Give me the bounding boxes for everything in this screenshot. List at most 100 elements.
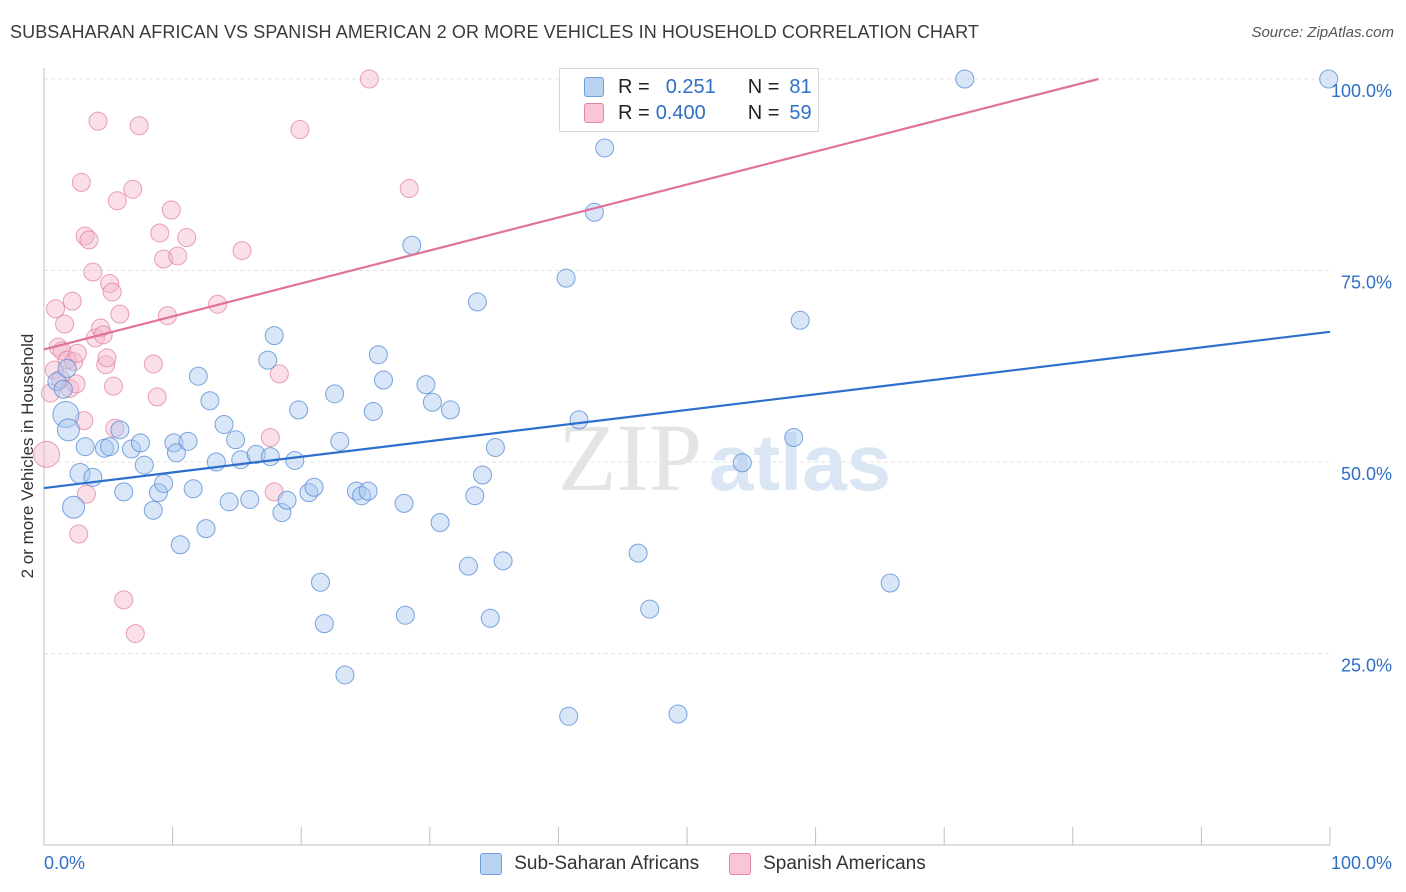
sub-saharan-africans-point — [473, 465, 493, 485]
spanish-americans-point — [269, 364, 289, 384]
spanish-americans-point — [260, 427, 280, 447]
spanish-americans-point — [66, 374, 86, 394]
sub-saharan-africans-point — [75, 437, 95, 457]
sub-saharan-africans-trend-line — [43, 330, 1331, 490]
spanish-americans-point — [71, 172, 91, 192]
spanish-americans-point — [110, 304, 130, 324]
legend-r-value: 0.400 — [655, 101, 706, 124]
sub-saharan-africans-point — [368, 345, 388, 365]
spanish-americans-point — [147, 387, 167, 407]
sub-saharan-africans-point — [325, 384, 345, 404]
sub-saharan-africans-point — [485, 437, 505, 457]
y-tick-label: 25.0% — [1341, 656, 1392, 676]
sub-saharan-africans-point — [170, 535, 190, 555]
spanish-americans-point — [83, 262, 103, 282]
legend-n-value: 81 — [789, 75, 812, 98]
sub-saharan-africans-point — [784, 427, 804, 447]
sub-saharan-africans-point — [285, 450, 305, 470]
sub-saharan-africans-point — [110, 420, 130, 440]
spanish-americans-point — [150, 223, 170, 243]
spanish-americans-point — [177, 228, 197, 248]
legend-r-label: R = — [618, 101, 650, 124]
sub-saharan-africans-point — [57, 359, 77, 379]
sub-saharan-africans-point — [258, 350, 278, 370]
correlation-legend: R = 0.251 N = 81 R = 0.400 N = 59 — [559, 68, 819, 132]
chart-title: SUBSAHARAN AFRICAN VS SPANISH AMERICAN 2… — [10, 22, 979, 42]
spanish-americans-point — [143, 354, 163, 374]
spanish-americans-point — [40, 383, 60, 403]
sub-saharan-africans-point — [880, 573, 900, 593]
spanish-americans-point — [161, 200, 181, 220]
sub-saharan-africans-point — [363, 401, 383, 421]
legend-row-blue: R = 0.251 N = 81 — [584, 74, 812, 100]
sub-saharan-africans-point — [289, 400, 309, 420]
sub-saharan-africans-point — [178, 431, 198, 451]
sub-saharan-africans-point — [214, 414, 234, 434]
spanish-americans-point — [103, 376, 123, 396]
legend-n-value: 59 — [789, 101, 812, 124]
legend-label: Sub-Saharan Africans — [514, 853, 700, 874]
sub-saharan-africans-point — [47, 372, 67, 392]
spanish-americans-points — [33, 69, 419, 644]
sub-saharan-africans-point — [640, 599, 660, 619]
watermark-atlas: atlas — [709, 418, 891, 507]
sub-saharan-africans-point — [304, 477, 324, 497]
sub-saharan-africans-point — [559, 706, 579, 726]
sub-saharan-africans-point — [358, 481, 378, 501]
x-tick-label: 100.0% — [1331, 853, 1392, 873]
sub-saharan-africans-point — [732, 453, 752, 473]
trend-lines — [43, 77, 1331, 490]
axes-layer — [43, 68, 1331, 846]
sub-saharan-africans-point — [595, 138, 615, 158]
spanish-americans-point — [232, 241, 252, 261]
series-legend: Sub-Saharan Africans Spanish Americans — [0, 850, 1406, 878]
spanish-americans-point — [290, 120, 310, 140]
sub-saharan-africans-point — [226, 430, 246, 450]
sub-saharan-africans-point — [556, 268, 576, 288]
sub-saharan-africans-point — [440, 400, 460, 420]
sub-saharan-africans-point — [310, 572, 330, 592]
spanish-americans-point — [57, 350, 77, 370]
spanish-americans-point — [67, 343, 87, 363]
sub-saharan-africans-point — [143, 500, 163, 520]
spanish-americans-point — [76, 484, 96, 504]
sub-saharan-africans-point — [56, 418, 80, 442]
spanish-americans-point — [168, 246, 188, 266]
sub-saharan-africans-point — [114, 482, 134, 502]
sub-saharan-africans-point — [196, 519, 216, 539]
legend-swatch-pink — [584, 103, 604, 123]
spanish-americans-trend-line — [43, 77, 1099, 351]
sub-saharan-africans-point — [200, 391, 220, 411]
sub-saharan-africans-point — [219, 492, 239, 512]
legend-n-label: N = — [747, 101, 780, 124]
spanish-americans-point — [123, 179, 143, 199]
spanish-americans-point — [129, 116, 149, 136]
spanish-americans-point — [102, 282, 122, 302]
sub-saharan-africans-point — [422, 392, 442, 412]
legend-item-sub-saharan-africans: Sub-Saharan Africans — [480, 853, 699, 875]
sub-saharan-africans-point — [480, 608, 500, 628]
sub-saharan-africans-point — [53, 379, 73, 399]
spanish-americans-point — [33, 440, 61, 468]
sub-saharan-africans-point — [183, 479, 203, 499]
legend-item-spanish-americans: Spanish Americans — [729, 853, 926, 875]
spanish-americans-point — [69, 524, 89, 544]
sub-saharan-africans-point — [628, 543, 648, 563]
sub-saharan-africans-point — [569, 410, 589, 430]
spanish-americans-point — [46, 299, 66, 319]
spanish-americans-point — [399, 179, 419, 199]
sub-saharan-africans-point — [277, 490, 297, 510]
sub-saharan-africans-point — [465, 486, 485, 506]
sub-saharan-africans-point — [394, 493, 414, 513]
spanish-americans-point — [55, 314, 75, 334]
spanish-americans-point — [96, 355, 116, 375]
sub-saharan-africans-point — [240, 490, 260, 510]
sub-saharan-africans-point — [335, 665, 355, 685]
sub-saharan-africans-point — [166, 443, 186, 463]
sub-saharan-africans-point — [314, 614, 334, 634]
legend-swatch-blue — [480, 853, 503, 875]
sub-saharan-africans-point — [493, 551, 513, 571]
sub-saharan-africans-points — [47, 69, 1339, 726]
sub-saharan-africans-point — [148, 483, 168, 503]
sub-saharan-africans-point — [458, 556, 478, 576]
